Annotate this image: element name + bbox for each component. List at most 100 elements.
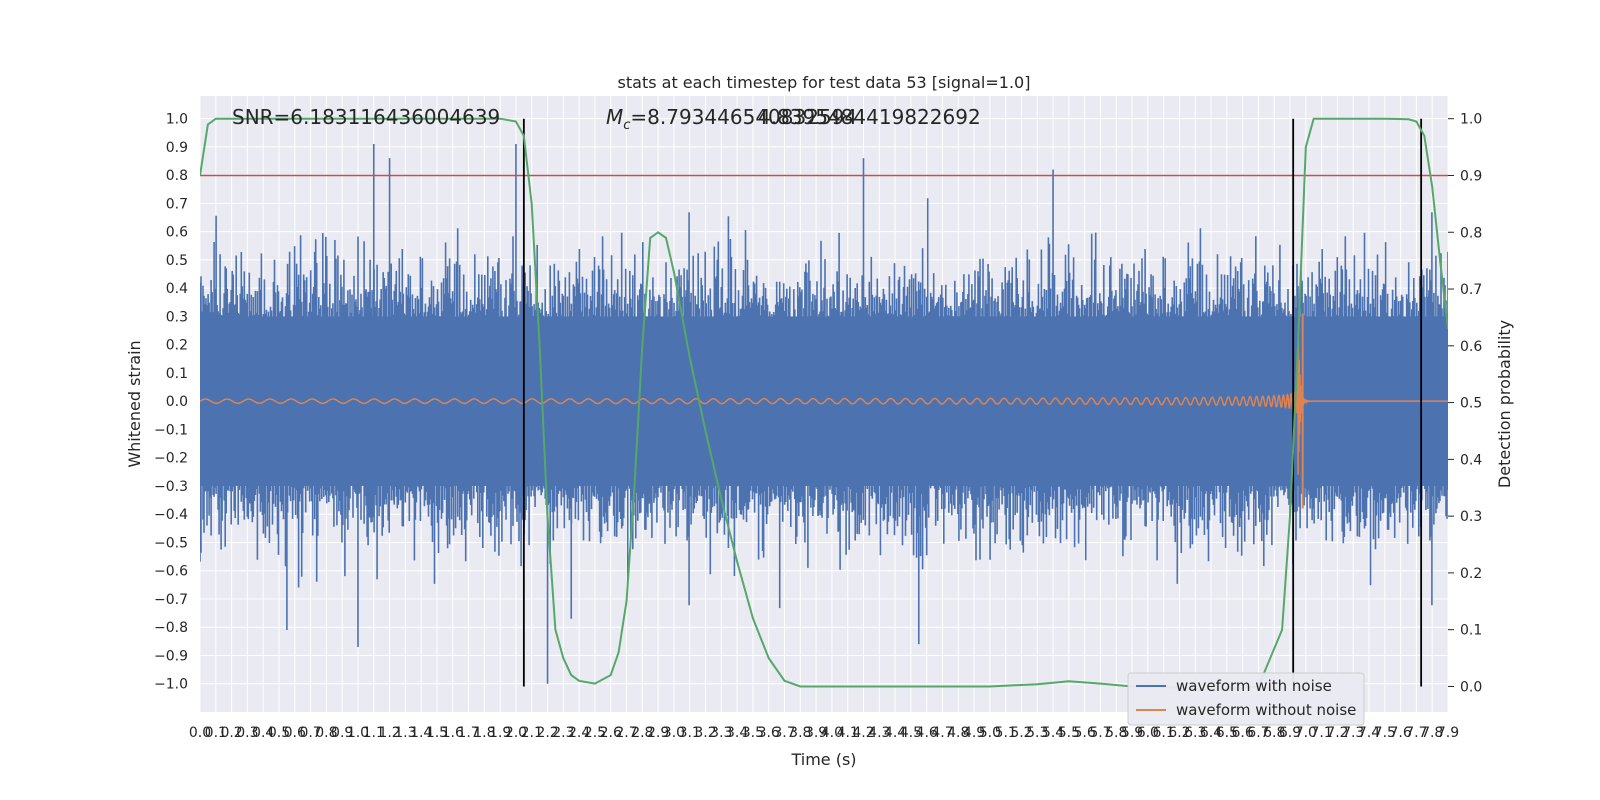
x-tick-label: 6.3 bbox=[1184, 725, 1206, 741]
x-tick-label: 4.1 bbox=[837, 725, 859, 741]
mc-subscript: c bbox=[623, 118, 630, 133]
x-tick-label: 3.2 bbox=[694, 725, 716, 741]
detection-markers bbox=[522, 118, 1423, 687]
x-tick-label: 3.1 bbox=[679, 725, 701, 741]
x-tick-label: 1.7 bbox=[457, 725, 479, 741]
x-tick-label: 1.3 bbox=[394, 725, 416, 741]
x-axis-label: Time (s) bbox=[790, 750, 856, 769]
left-y-tick-label: −0.1 bbox=[154, 422, 188, 438]
x-tick-label: 2.1 bbox=[521, 725, 543, 741]
x-tick-label: 7.6 bbox=[1389, 725, 1411, 741]
x-tick-label: 2.0 bbox=[505, 725, 527, 741]
x-tick-label: 7.5 bbox=[1374, 725, 1396, 741]
left-y-tick-label: 0.1 bbox=[166, 366, 188, 382]
left-y-tick-label: 0.2 bbox=[166, 338, 188, 354]
x-tick-label: 0.0 bbox=[189, 725, 211, 741]
mc-value: =8.793446540832594 bbox=[630, 105, 857, 129]
x-tick-label: 6.6 bbox=[1232, 725, 1254, 741]
legend-label-clean: waveform without noise bbox=[1176, 701, 1356, 719]
right-y-tick-label: 0.7 bbox=[1460, 282, 1482, 298]
x-tick-label: 4.8 bbox=[947, 725, 969, 741]
right-y-axis-label: Detection probability bbox=[1495, 320, 1514, 488]
snr-annotation: SNR=6.183116436004639 bbox=[232, 105, 500, 129]
right-y-tick-label: 0.2 bbox=[1460, 566, 1482, 582]
clean-waveform-trace bbox=[200, 339, 1448, 475]
left-y-tick-label: 0.7 bbox=[166, 196, 188, 212]
x-tick-label: 1.2 bbox=[378, 725, 400, 741]
left-y-tick-label: −0.5 bbox=[154, 535, 188, 551]
x-tick-label: 4.7 bbox=[931, 725, 953, 741]
clean-waveform bbox=[200, 313, 1448, 509]
chart-title: stats at each timestep for test data 53 … bbox=[618, 73, 1031, 92]
left-y-tick-label: 0.8 bbox=[166, 168, 188, 184]
x-tick-label: 6.4 bbox=[1200, 725, 1222, 741]
x-tick-label: 5.8 bbox=[1105, 725, 1127, 741]
x-tick-label: 4.9 bbox=[963, 725, 985, 741]
x-tick-label: 1.0 bbox=[347, 725, 369, 741]
x-tick-label: 5.7 bbox=[1089, 725, 1111, 741]
x-tick-label: 3.6 bbox=[758, 725, 780, 741]
right-y-tick-label: 0.8 bbox=[1460, 225, 1482, 241]
left-y-tick-label: 0.4 bbox=[166, 281, 188, 297]
x-tick-label: 0.7 bbox=[299, 725, 321, 741]
x-tick-label: 2.7 bbox=[615, 725, 637, 741]
x-tick-label: 4.5 bbox=[900, 725, 922, 741]
x-tick-label: 2.2 bbox=[536, 725, 558, 741]
x-tick-label: 5.4 bbox=[1042, 725, 1064, 741]
x-tick-label: 7.1 bbox=[1310, 725, 1332, 741]
x-tick-label: 5.5 bbox=[1058, 725, 1080, 741]
x-tick-label: 1.9 bbox=[489, 725, 511, 741]
x-tick-label: 2.9 bbox=[647, 725, 669, 741]
x-tick-label: 3.5 bbox=[742, 725, 764, 741]
mc-annotation: Mc=8.793446540832594 bbox=[606, 105, 857, 133]
x-tick-label: 3.3 bbox=[710, 725, 732, 741]
x-tick-label: 0.1 bbox=[205, 725, 227, 741]
x-tick-label: 0.8 bbox=[315, 725, 337, 741]
x-tick-label: 1.5 bbox=[426, 725, 448, 741]
x-tick-label: 6.9 bbox=[1279, 725, 1301, 741]
x-tick-label: 6.5 bbox=[1216, 725, 1238, 741]
left-y-tick-label: −0.9 bbox=[154, 648, 188, 664]
x-tick-label: 1.8 bbox=[473, 725, 495, 741]
x-tick-label: 3.8 bbox=[789, 725, 811, 741]
x-tick-label: 7.9 bbox=[1437, 725, 1459, 741]
right-y-tick-label: 0.5 bbox=[1460, 396, 1482, 412]
x-tick-label: 5.2 bbox=[1010, 725, 1032, 741]
x-tick-label: 2.3 bbox=[552, 725, 574, 741]
x-tick-label: 6.2 bbox=[1168, 725, 1190, 741]
x-tick-label: 1.1 bbox=[363, 725, 385, 741]
x-tick-label: 1.4 bbox=[410, 725, 432, 741]
x-tick-label: 6.1 bbox=[1153, 725, 1175, 741]
x-tick-label: 7.3 bbox=[1342, 725, 1364, 741]
left-y-tick-label: −0.3 bbox=[154, 479, 188, 495]
x-tick-label: 6.7 bbox=[1247, 725, 1269, 741]
x-tick-label: 5.3 bbox=[1026, 725, 1048, 741]
left-y-tick-label: −1.0 bbox=[154, 677, 188, 693]
x-tick-label: 3.7 bbox=[773, 725, 795, 741]
x-tick-label: 0.5 bbox=[268, 725, 290, 741]
mc-symbol: M bbox=[606, 105, 623, 129]
x-tick-label: 4.3 bbox=[868, 725, 890, 741]
left-y-tick-label: 0.6 bbox=[166, 225, 188, 241]
right-y-tick-label: 0.0 bbox=[1460, 679, 1482, 695]
x-tick-label: 7.2 bbox=[1326, 725, 1348, 741]
x-tick-label: 4.0 bbox=[821, 725, 843, 741]
x-tick-label: 6.8 bbox=[1263, 725, 1285, 741]
right-y-tick-label: 1.0 bbox=[1460, 112, 1482, 128]
left-y-tick-label: 0.3 bbox=[166, 309, 188, 325]
mc-overlap-annotation: 4.8395484419822692 bbox=[758, 105, 981, 129]
left-y-tick-label: 0.5 bbox=[166, 253, 188, 269]
legend-label-noise: waveform with noise bbox=[1176, 677, 1332, 695]
detection-probability-line bbox=[200, 117, 1448, 691]
x-tick-label: 4.6 bbox=[916, 725, 938, 741]
x-tick-label: 5.0 bbox=[979, 725, 1001, 741]
x-tick-label: 7.8 bbox=[1421, 725, 1443, 741]
x-tick-label: 7.7 bbox=[1405, 725, 1427, 741]
right-y-tick-label: 0.1 bbox=[1460, 623, 1482, 639]
left-y-tick-label: 1.0 bbox=[166, 112, 188, 128]
x-tick-label: 2.6 bbox=[600, 725, 622, 741]
x-tick-label: 4.4 bbox=[884, 725, 906, 741]
x-tick-label: 5.9 bbox=[1121, 725, 1143, 741]
x-tick-label: 0.4 bbox=[252, 725, 274, 741]
left-y-tick-labels: 1.0 0.9 0.8 0.7 0.6 0.5 0.4 0.3 0.2 0.1 0.0 −0.1 −0.… bbox=[154, 112, 188, 693]
